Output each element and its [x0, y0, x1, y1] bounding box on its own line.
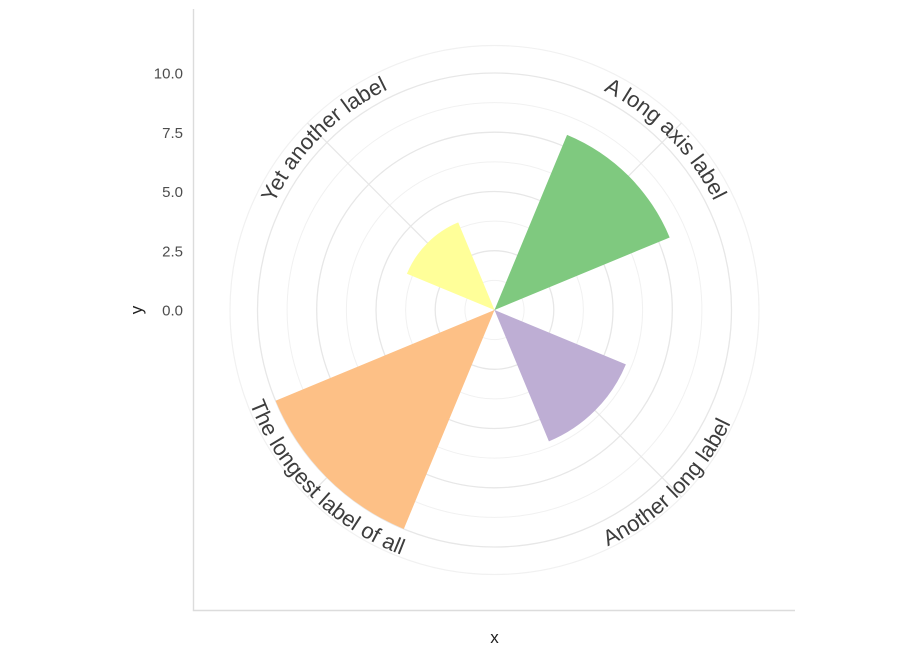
r-axis-tick-label: 7.5: [162, 125, 183, 142]
grid-circle-major: [256, 72, 733, 548]
grid-circle-major: [375, 190, 614, 430]
bars: [275, 134, 670, 529]
axis-lines: [192, 9, 795, 612]
grid-circle-minor: [464, 279, 525, 341]
grid-circles: [229, 44, 760, 576]
bar-wedge-2: [275, 310, 495, 529]
bar-wedge-1: [494, 310, 626, 442]
grid-circle-major: [434, 250, 555, 370]
x-axis-title: x: [490, 628, 499, 647]
r-axis-tick-label: 5.0: [162, 184, 183, 201]
r-axis-tick-label: 10.0: [154, 66, 183, 83]
y-axis-title: y: [127, 305, 146, 314]
grid-circle-minor: [405, 220, 584, 400]
bar-wedge-3: [406, 222, 495, 310]
grid-circle-minor: [286, 102, 703, 518]
grid-circle-outer: [229, 44, 760, 576]
r-axis-tick-label: 0.0: [162, 303, 183, 320]
grid-circle-major: [316, 131, 673, 489]
bar-wedge-0: [494, 134, 670, 310]
r-axis-tick-labels: 0.0 2.5 5.0 7.5 10.0: [154, 66, 183, 320]
r-axis-tick-label: 2.5: [162, 243, 183, 260]
grid-circle-minor: [345, 161, 644, 459]
